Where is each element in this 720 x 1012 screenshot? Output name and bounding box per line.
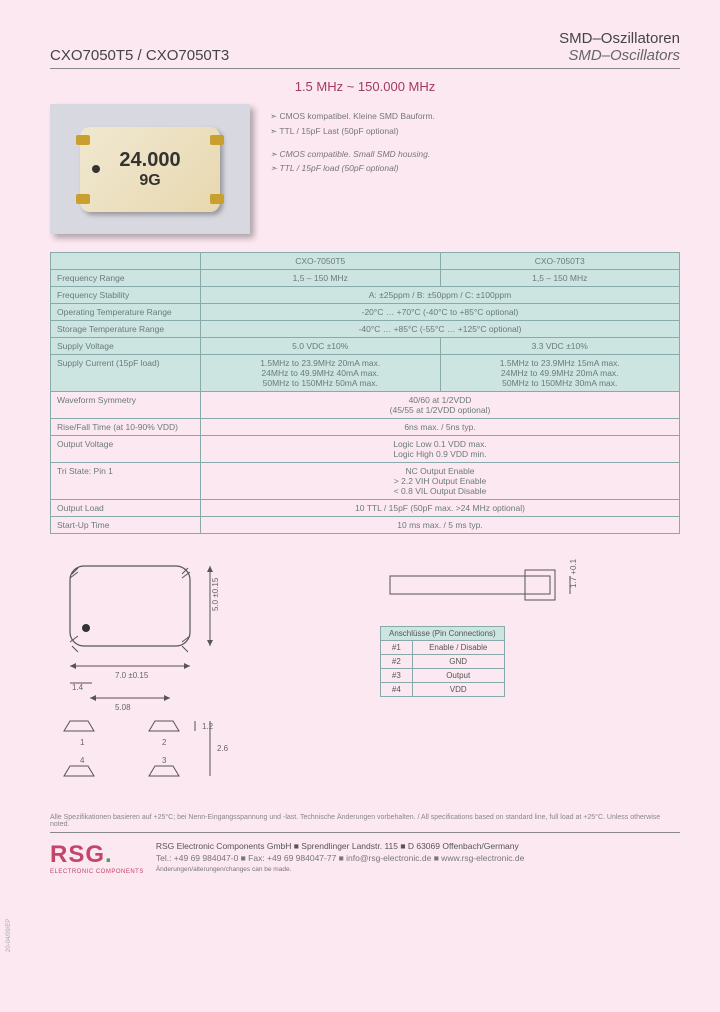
spec-cell: 1.5MHz to 23.9MHz 15mA max. 24MHz to 49.… xyxy=(440,355,680,392)
footnote: Alle Spezifikationen basieren auf +25°C;… xyxy=(50,814,680,828)
header: CXO7050T5 / CXO7050T3 SMD–Oszillatoren S… xyxy=(50,30,680,69)
spec-header-col1: CXO-7050T5 xyxy=(201,253,441,270)
chip-pad-icon xyxy=(210,135,224,145)
svg-text:5.08: 5.08 xyxy=(115,703,131,712)
pin-func: VDD xyxy=(412,683,504,697)
pin1-dot-icon xyxy=(92,165,100,173)
chip-text1: 24.000 xyxy=(119,149,180,172)
pin-func: GND xyxy=(412,655,504,669)
spec-label: Output Load xyxy=(51,500,201,517)
pin-table: Anschlüsse (Pin Connections) #1Enable / … xyxy=(380,626,505,697)
spec-cell: A: ±25ppm / B: ±50ppm / C: ±100ppm xyxy=(201,287,680,304)
side-view-drawing: 1.7 +0.1 xyxy=(380,556,610,616)
spec-label: Waveform Symmetry xyxy=(51,392,201,419)
svg-text:5.0 ±0.15: 5.0 ±0.15 xyxy=(211,577,220,611)
spec-cell: NC Output Enable > 2.2 VIH Output Enable… xyxy=(201,463,680,500)
footer-line3: Änderungen/alterungen/changes can be mad… xyxy=(156,865,524,874)
feature-item: ➣ CMOS compatible. Small SMD housing. xyxy=(270,148,680,161)
svg-text:2.6: 2.6 xyxy=(217,744,229,753)
spec-label: Tri State: Pin 1 xyxy=(51,463,201,500)
drawing-right: 1.7 +0.1 Anschlüsse (Pin Connections) #1… xyxy=(380,556,680,697)
feature-item: ➣ TTL / 15pF load (50pF optional) xyxy=(270,162,680,175)
spec-label: Supply Voltage xyxy=(51,338,201,355)
spec-cell: 40/60 at 1/2VDD (45/55 at 1/2VDD optiona… xyxy=(201,392,680,419)
spec-cell: 10 TTL / 15pF (50pF max. >24 MHz optiona… xyxy=(201,500,680,517)
svg-text:2: 2 xyxy=(162,738,167,747)
top-row: 24.000 9G ➣ CMOS kompatibel. Kleine SMD … xyxy=(50,104,680,234)
features-list: ➣ CMOS kompatibel. Kleine SMD Bauform. ➣… xyxy=(270,104,680,234)
spec-cell: 6ns max. / 5ns typ. xyxy=(201,419,680,436)
footer: RSG. ELECTRONIC COMPONENTS RSG Electroni… xyxy=(50,832,680,875)
spec-cell: -20°C … +70°C (-40°C to +85°C optional) xyxy=(201,304,680,321)
part-number: CXO7050T5 / CXO7050T3 xyxy=(50,47,229,64)
spec-cell: 5.0 VDC ±10% xyxy=(201,338,441,355)
spec-label: Output Voltage xyxy=(51,436,201,463)
svg-text:1.7 +0.1: 1.7 +0.1 xyxy=(569,558,578,588)
frequency-range: 1.5 MHz ~ 150.000 MHz xyxy=(50,79,680,94)
spec-cell: 1,5 – 150 MHz xyxy=(201,270,441,287)
side-label: 20-04/09/EP xyxy=(6,919,12,952)
mechanical-drawing: 5.0 ±0.15 7.0 ±0.15 1.4 5.08 1 2 4 3 1.2… xyxy=(50,556,350,796)
spec-cell: 3.3 VDC ±10% xyxy=(440,338,680,355)
spec-label: Frequency Range xyxy=(51,270,201,287)
spec-label: Frequency Stability xyxy=(51,287,201,304)
feature-item: ➣ CMOS kompatibel. Kleine SMD Bauform. xyxy=(270,110,680,123)
svg-text:1: 1 xyxy=(80,738,85,747)
title-block: SMD–Oszillatoren SMD–Oscillators xyxy=(559,30,680,64)
pin-num: #3 xyxy=(381,669,413,683)
product-image: 24.000 9G xyxy=(50,104,250,234)
pin-func: Enable / Disable xyxy=(412,641,504,655)
spec-label: Rise/Fall Time (at 10-90% VDD) xyxy=(51,419,201,436)
pin-num: #1 xyxy=(381,641,413,655)
chip-pad-icon xyxy=(210,194,224,204)
spec-label: Operating Temperature Range xyxy=(51,304,201,321)
svg-text:1.4: 1.4 xyxy=(72,683,84,692)
chip-illustration: 24.000 9G xyxy=(80,127,220,212)
spec-table: CXO-7050T5 CXO-7050T3 Frequency Range1,5… xyxy=(50,252,680,534)
svg-text:4: 4 xyxy=(80,756,85,765)
footer-line1: RSG Electronic Components GmbH ■ Sprendl… xyxy=(156,841,524,853)
drawings-section: 5.0 ±0.15 7.0 ±0.15 1.4 5.08 1 2 4 3 1.2… xyxy=(50,556,680,796)
feature-item: ➣ TTL / 15pF Last (50pF optional) xyxy=(270,125,680,138)
pin-num: #4 xyxy=(381,683,413,697)
logo-subtitle: ELECTRONIC COMPONENTS xyxy=(50,869,144,875)
chip-pad-icon xyxy=(76,135,90,145)
spec-cell: 1,5 – 150 MHz xyxy=(440,270,680,287)
spec-header-blank xyxy=(51,253,201,270)
chip-text2: 9G xyxy=(139,172,160,190)
pin-num: #2 xyxy=(381,655,413,669)
title-de: SMD–Oszillatoren xyxy=(559,30,680,47)
logo-text: RSG. xyxy=(50,841,113,869)
pin-func: Output xyxy=(412,669,504,683)
spec-label: Start-Up Time xyxy=(51,517,201,534)
footer-text: RSG Electronic Components GmbH ■ Sprendl… xyxy=(156,841,524,874)
spec-cell: 1.5MHz to 23.9MHz 20mA max. 24MHz to 49.… xyxy=(201,355,441,392)
svg-text:3: 3 xyxy=(162,756,167,765)
svg-text:1.2: 1.2 xyxy=(202,722,214,731)
svg-text:7.0 ±0.15: 7.0 ±0.15 xyxy=(115,671,149,680)
spec-label: Supply Current (15pF load) xyxy=(51,355,201,392)
drawing-left: 5.0 ±0.15 7.0 ±0.15 1.4 5.08 1 2 4 3 1.2… xyxy=(50,556,350,796)
pin-table-title: Anschlüsse (Pin Connections) xyxy=(381,627,505,641)
spec-label: Storage Temperature Range xyxy=(51,321,201,338)
title-en: SMD–Oscillators xyxy=(559,47,680,64)
spec-cell: 10 ms max. / 5 ms typ. xyxy=(201,517,680,534)
spec-cell: Logic Low 0.1 VDD max. Logic High 0.9 VD… xyxy=(201,436,680,463)
spec-header-col2: CXO-7050T3 xyxy=(440,253,680,270)
logo: RSG. ELECTRONIC COMPONENTS xyxy=(50,841,144,875)
spec-cell: -40°C … +85°C (-55°C … +125°C optional) xyxy=(201,321,680,338)
chip-pad-icon xyxy=(76,194,90,204)
footer-line2: Tel.: +49 69 984047-0 ■ Fax: +49 69 9840… xyxy=(156,853,524,865)
